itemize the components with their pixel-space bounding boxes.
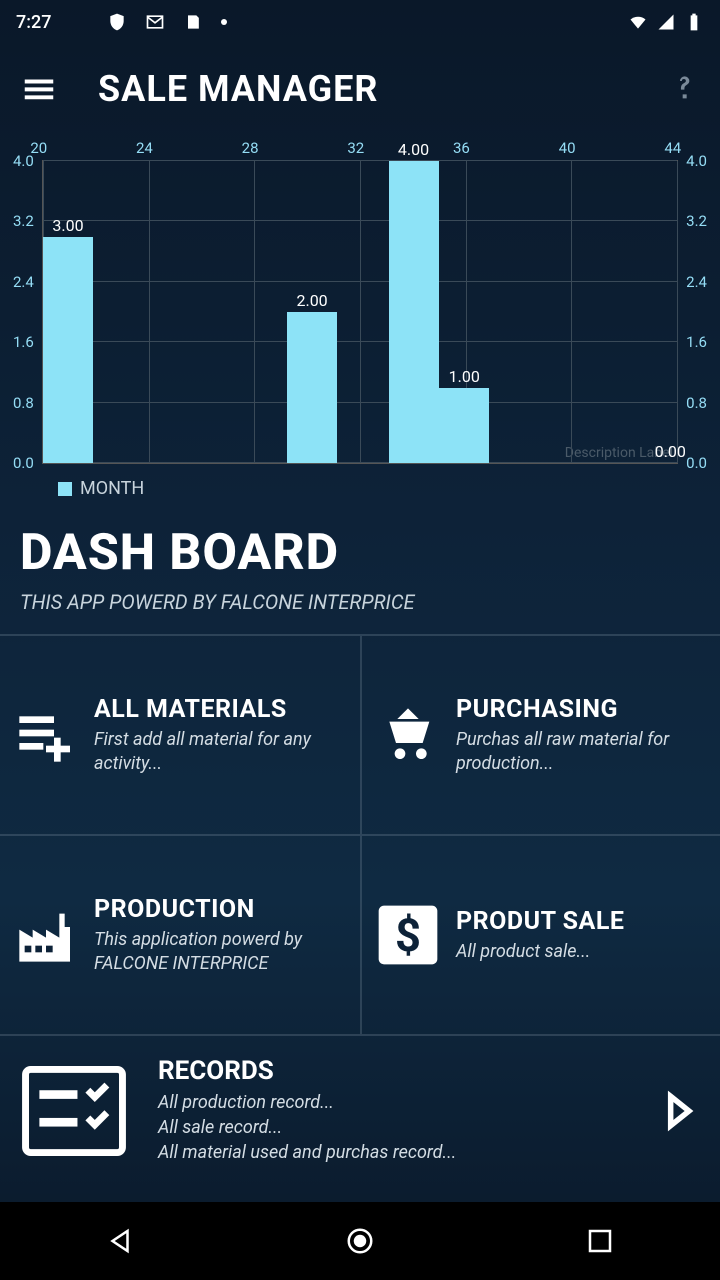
shield-icon	[107, 12, 127, 32]
tile-production[interactable]: PRODUCTION This application powerd by FA…	[0, 834, 360, 1034]
status-right	[628, 12, 704, 32]
chevron-right-icon	[656, 1089, 700, 1133]
chart-grid: Description Label 0.00.00.80.81.61.62.42…	[42, 160, 678, 464]
records-title: RECORDS	[158, 1056, 656, 1086]
tile-purchasing[interactable]: PURCHASING Purchas all raw material for …	[360, 634, 720, 834]
tile-records[interactable]: RECORDS All production record... All sal…	[0, 1034, 720, 1196]
dollar-icon: $	[376, 903, 440, 967]
tile-purchasing-title: PURCHASING	[456, 695, 706, 724]
wifi-icon	[628, 12, 648, 32]
sd-icon	[183, 12, 203, 32]
records-desc: All production record... All sale record…	[158, 1090, 656, 1166]
app-bar: SALE MANAGER	[0, 44, 720, 134]
list-add-icon	[14, 703, 78, 767]
app-title: SALE MANAGER	[98, 68, 668, 110]
chart-container: Description Label 0.00.00.80.81.61.62.42…	[10, 134, 710, 504]
factory-icon	[14, 903, 78, 967]
chart-bar	[43, 237, 93, 464]
dashboard-header: DASH BOARD THIS APP POWERD BY FALCONE IN…	[0, 504, 720, 614]
tile-production-desc: This application powerd by FALCONE INTER…	[94, 928, 346, 975]
chart-bar	[389, 161, 439, 463]
dashboard-subtitle: THIS APP POWERD BY FALCONE INTERPRICE	[20, 590, 700, 614]
tile-purchasing-desc: Purchas all raw material for production.…	[456, 728, 706, 775]
chart-area: Description Label 0.00.00.80.81.61.62.42…	[42, 160, 678, 464]
tile-materials-title: ALL MATERIALS	[94, 695, 346, 724]
svg-text:$: $	[395, 910, 421, 963]
chart-bar-label: 3.00	[52, 216, 83, 235]
status-bar: 7:27	[0, 0, 720, 44]
tile-sale-desc: All product sale...	[456, 940, 706, 963]
nav-home-icon[interactable]	[345, 1226, 375, 1256]
settings-icon	[69, 12, 89, 32]
chart-bar	[439, 388, 489, 464]
records-icon	[20, 1066, 128, 1156]
nav-bar	[0, 1202, 720, 1280]
chart-bar	[287, 312, 337, 463]
status-time: 7:27	[16, 12, 51, 33]
nav-recent-icon[interactable]	[585, 1226, 615, 1256]
chart-bar-label: 1.00	[449, 367, 480, 386]
chart-bar-label: 0.00	[655, 442, 686, 461]
nav-back-icon[interactable]	[105, 1226, 135, 1256]
chart-bar-label: 4.00	[398, 140, 429, 159]
help-icon[interactable]	[668, 69, 700, 109]
status-dot	[221, 19, 227, 25]
cart-icon	[376, 703, 440, 767]
menu-icon[interactable]	[20, 70, 58, 108]
chart-legend: MONTH	[58, 478, 144, 499]
signal-icon	[656, 12, 676, 32]
legend-label: MONTH	[80, 478, 144, 499]
tile-sale-title: PRODUT SALE	[456, 907, 706, 936]
chart-bar-label: 2.00	[296, 291, 327, 310]
tile-production-title: PRODUCTION	[94, 895, 346, 924]
legend-swatch	[58, 482, 72, 496]
status-left: 7:27	[16, 12, 227, 33]
tile-sale[interactable]: $ PRODUT SALE All product sale...	[360, 834, 720, 1034]
mail-icon	[145, 12, 165, 32]
dashboard-title: DASH BOARD	[20, 524, 700, 582]
tiles-grid: ALL MATERIALS First add all material for…	[0, 634, 720, 1034]
battery-icon	[684, 12, 704, 32]
tile-materials-desc: First add all material for any activity.…	[94, 728, 346, 775]
tile-materials[interactable]: ALL MATERIALS First add all material for…	[0, 634, 360, 834]
